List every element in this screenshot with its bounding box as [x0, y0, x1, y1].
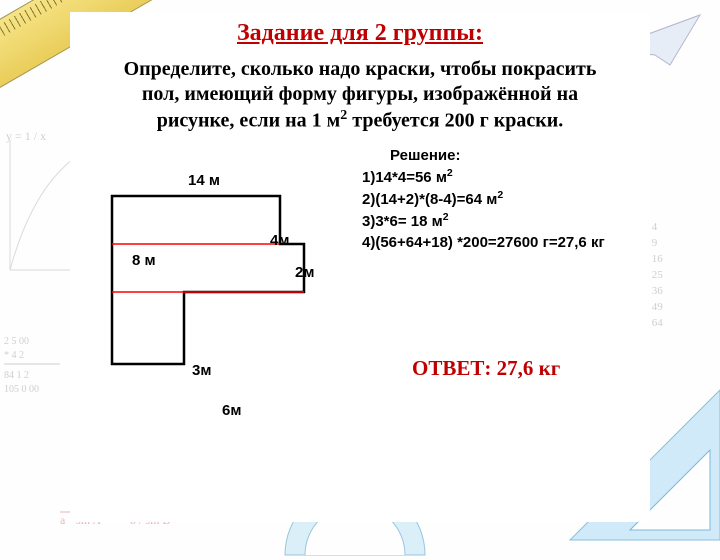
task-title: Задание для 2 группы:: [92, 20, 628, 47]
problem-line1: Определите, сколько надо краски, чтобы п…: [124, 58, 597, 80]
problem-statement: Определите, сколько надо краски, чтобы п…: [92, 57, 628, 134]
problem-line2: пол, имеющий форму фигуры, изображённой …: [142, 83, 578, 105]
figure-svg: [92, 172, 352, 412]
svg-text:105 0 00: 105 0 00: [4, 384, 39, 395]
solution-line-2: 2)(14+2)*(8-4)=64 м2: [362, 188, 605, 210]
content-card: Задание для 2 группы: Определите, скольк…: [70, 12, 650, 522]
answer-value: 27,6 кг: [497, 356, 561, 380]
svg-text:84 1 2: 84 1 2: [4, 370, 29, 381]
dim-d2: 2м: [295, 264, 314, 281]
dim-left8: 8 м: [132, 252, 156, 269]
dim-d4: 4м: [270, 232, 289, 249]
solution-line-4: 4)(56+64+18) *200=27600 г=27,6 кг: [362, 233, 605, 253]
svg-text:2 5 00: 2 5 00: [4, 336, 29, 347]
dim-d6: 6м: [222, 402, 241, 419]
solution-line-3: 3)3*6= 18 м2: [362, 210, 605, 232]
solution-header: Решение:: [390, 146, 605, 166]
svg-text:y = 1 / x: y = 1 / x: [6, 129, 46, 143]
svg-text:* 4 2: * 4 2: [4, 350, 24, 361]
answer: ОТВЕТ: 27,6 кг: [412, 356, 560, 381]
problem-line3b: требуется 200 г краски.: [347, 110, 563, 132]
solution-block: Решение: 1)14*4=56 м2 2)(14+2)*(8-4)=64 …: [362, 146, 605, 253]
problem-line3a: рисунке, если на 1 м: [157, 110, 341, 132]
floor-figure: 14 м 4м 8 м 2м 3м 6м: [92, 172, 372, 442]
solution-line-1: 1)14*4=56 м2: [362, 166, 605, 188]
figure-outline: [112, 196, 304, 364]
dim-d3: 3м: [192, 362, 211, 379]
answer-label: ОТВЕТ:: [412, 356, 497, 380]
dim-top: 14 м: [188, 172, 220, 189]
svg-text:a: a: [60, 513, 66, 527]
